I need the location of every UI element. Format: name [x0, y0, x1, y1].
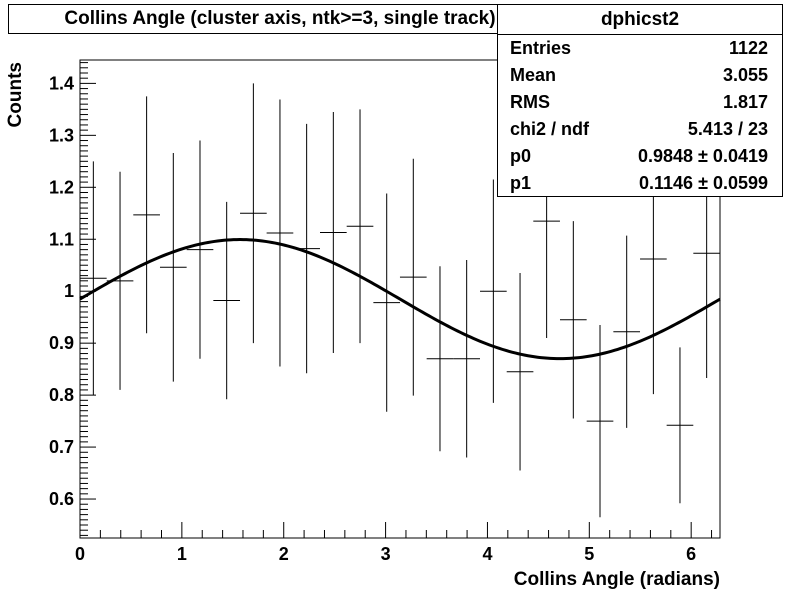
data-point — [133, 96, 160, 334]
stats-key: chi2 / ndf — [510, 119, 590, 139]
data-point — [373, 193, 401, 412]
stats-key: RMS — [510, 92, 550, 112]
data-point — [666, 347, 694, 504]
stats-row-p1: p1 0.1146 ± 0.0599 — [498, 170, 782, 197]
stats-row-p0: p0 0.9848 ± 0.0419 — [498, 143, 782, 170]
stats-value: 1.817 — [722, 92, 768, 112]
data-point — [319, 111, 347, 354]
data-point — [586, 324, 614, 518]
stats-box: dphicst2 Entries 1122 Mean 3.055 RMS 1.8… — [497, 4, 783, 197]
y-tick-label: 0.7 — [49, 437, 74, 457]
x-tick-label: 3 — [381, 544, 391, 564]
stats-row-rms: RMS 1.817 — [498, 89, 782, 116]
data-point — [346, 109, 374, 344]
y-tick-label: 1.2 — [49, 177, 74, 197]
y-tick-label: 1.1 — [49, 229, 74, 249]
data-point — [506, 273, 534, 471]
data-point — [426, 266, 454, 452]
data-point — [213, 201, 241, 400]
x-tick-label: 5 — [584, 544, 594, 564]
stats-value: 1122 — [728, 38, 768, 58]
stats-value: 0.9848 ± 0.0419 — [638, 146, 768, 166]
stats-row-chi2: chi2 / ndf 5.413 / 23 — [498, 116, 782, 143]
stats-key: p1 — [510, 173, 532, 193]
data-point — [186, 140, 214, 359]
stats-row-mean: Mean 3.055 — [498, 62, 782, 89]
data-point — [453, 260, 481, 458]
x-tick-label: 0 — [75, 544, 85, 564]
x-tick-label: 6 — [686, 544, 696, 564]
x-tick-label: 2 — [279, 544, 289, 564]
y-tick-label: 1.3 — [49, 125, 74, 145]
y-tick-label: 1.4 — [49, 73, 74, 93]
data-point — [240, 83, 267, 344]
data-point — [559, 221, 587, 419]
stats-value: 0.1146 ± 0.0599 — [639, 173, 768, 193]
y-tick-label: 0.9 — [49, 333, 74, 353]
fit-curve-group — [79, 238, 721, 361]
stats-row-entries: Entries 1122 — [498, 35, 782, 62]
stats-value: 5.413 / 23 — [687, 119, 768, 139]
x-axis-label: Collins Angle (radians) — [514, 569, 720, 590]
stats-key: Entries — [510, 38, 572, 58]
y-axis-label: Counts — [5, 62, 26, 127]
y-tick-label: 1 — [64, 281, 74, 301]
stats-key: Mean — [510, 65, 557, 85]
data-point — [80, 161, 107, 396]
stats-value: 3.055 — [722, 65, 768, 85]
fit-curve — [79, 238, 721, 361]
y-tick-label: 0.8 — [49, 385, 74, 405]
y-tick-label: 0.6 — [49, 489, 74, 509]
chart-title: Collins Angle (cluster axis, ntk>=3, sin… — [8, 4, 552, 34]
x-tick-label: 1 — [177, 544, 187, 564]
data-point — [266, 99, 294, 367]
stats-key: p0 — [510, 146, 532, 166]
data-point — [480, 179, 507, 403]
data-point — [159, 153, 187, 382]
data-point — [399, 158, 427, 396]
x-tick-label: 4 — [482, 544, 492, 564]
data-point — [613, 235, 641, 428]
stats-histogram-name: dphicst2 — [498, 5, 782, 35]
axes: 0 1 2 3 4 5 6 0.6 0.7 0.8 0.9 1 1.1 1.2 1.3 1.4 — [49, 62, 713, 564]
